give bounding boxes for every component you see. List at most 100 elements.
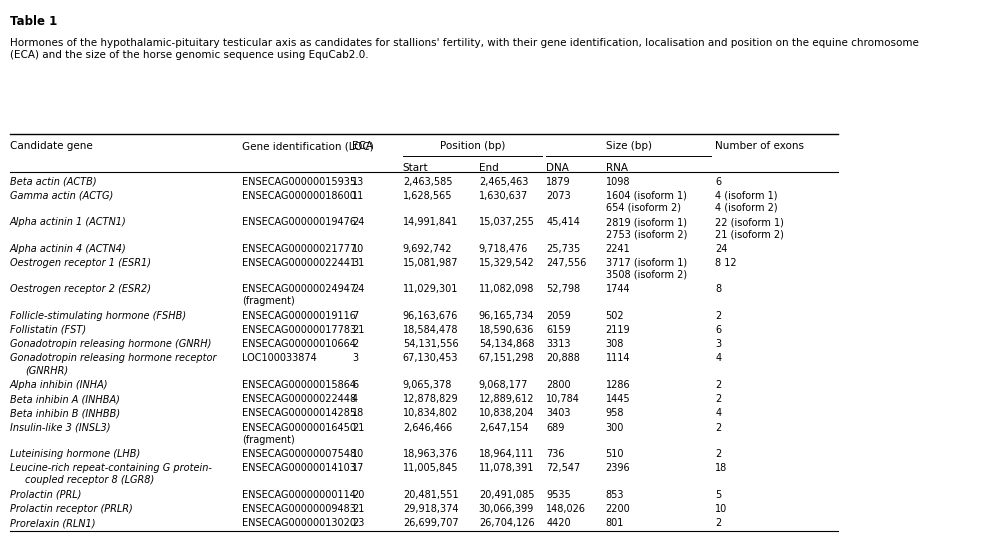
Text: 12,889,612: 12,889,612 [479, 394, 535, 404]
Text: 1286: 1286 [605, 380, 630, 390]
Text: 67,151,298: 67,151,298 [479, 353, 535, 363]
Text: Hormones of the hypothalamic-pituitary testicular axis as candidates for stallio: Hormones of the hypothalamic-pituitary t… [10, 38, 918, 60]
Text: 67,130,453: 67,130,453 [403, 353, 458, 363]
Text: 2200: 2200 [605, 504, 630, 514]
Text: 4: 4 [352, 394, 358, 404]
Text: 148,026: 148,026 [547, 504, 586, 514]
Text: ENSECAG00000010664: ENSECAG00000010664 [243, 339, 356, 349]
Text: 24: 24 [716, 243, 728, 253]
Text: 3508 (isoform 2): 3508 (isoform 2) [605, 270, 687, 280]
Text: 10,784: 10,784 [547, 394, 580, 404]
Text: 21: 21 [352, 325, 365, 335]
Text: ENSECAG00000007548: ENSECAG00000007548 [243, 449, 356, 459]
Text: 6: 6 [716, 325, 722, 335]
Text: Beta actin (ACTB): Beta actin (ACTB) [10, 177, 96, 187]
Text: 2073: 2073 [547, 191, 572, 201]
Text: 96,163,676: 96,163,676 [403, 311, 458, 321]
Text: 9,692,742: 9,692,742 [403, 243, 452, 253]
Text: 11,078,391: 11,078,391 [479, 463, 534, 473]
Text: 801: 801 [605, 518, 624, 528]
Text: 736: 736 [547, 449, 565, 459]
Text: Table 1: Table 1 [10, 15, 57, 28]
Text: (GNRHR): (GNRHR) [25, 365, 69, 375]
Text: 30,066,399: 30,066,399 [479, 504, 534, 514]
Text: 2: 2 [716, 518, 722, 528]
Text: ENSECAG00000019116: ENSECAG00000019116 [243, 311, 356, 321]
Text: 18: 18 [352, 408, 365, 418]
Text: ENSECAG00000000114: ENSECAG00000000114 [243, 490, 356, 500]
Text: 18: 18 [716, 463, 728, 473]
Text: 308: 308 [605, 339, 624, 349]
Text: ENSECAG00000019476: ENSECAG00000019476 [243, 217, 356, 227]
Text: 3: 3 [716, 339, 722, 349]
Text: Follistatin (FST): Follistatin (FST) [10, 325, 85, 335]
Text: Prorelaxin (RLN1): Prorelaxin (RLN1) [10, 518, 95, 528]
Text: 6159: 6159 [547, 325, 571, 335]
Text: 9,068,177: 9,068,177 [479, 380, 528, 390]
Text: 1,628,565: 1,628,565 [403, 191, 452, 201]
Text: Beta inhibin B (INHBB): Beta inhibin B (INHBB) [10, 408, 120, 418]
Text: 45,414: 45,414 [547, 217, 580, 227]
Text: 10: 10 [716, 504, 728, 514]
Text: 11: 11 [352, 191, 365, 201]
Text: 10: 10 [352, 243, 365, 253]
Text: coupled receptor 8 (LGR8): coupled receptor 8 (LGR8) [25, 475, 154, 485]
Text: 1879: 1879 [547, 177, 571, 187]
Text: 26,699,707: 26,699,707 [403, 518, 458, 528]
Text: ENSECAG00000015864: ENSECAG00000015864 [243, 380, 356, 390]
Text: 8: 8 [716, 284, 722, 294]
Text: RNA: RNA [605, 163, 627, 173]
Text: Oestrogen receptor 2 (ESR2): Oestrogen receptor 2 (ESR2) [10, 284, 151, 294]
Text: Alpha inhibin (INHA): Alpha inhibin (INHA) [10, 380, 108, 390]
Text: 17: 17 [352, 463, 365, 473]
Text: 2: 2 [716, 423, 722, 433]
Text: 31: 31 [352, 258, 365, 268]
Text: 2: 2 [352, 339, 358, 349]
Text: 54,134,868: 54,134,868 [479, 339, 534, 349]
Text: Prolactin receptor (PRLR): Prolactin receptor (PRLR) [10, 504, 132, 514]
Text: ENSECAG00000016450: ENSECAG00000016450 [243, 423, 356, 433]
Text: Gonadotropin releasing hormone (GNRH): Gonadotropin releasing hormone (GNRH) [10, 339, 211, 349]
Text: 1,630,637: 1,630,637 [479, 191, 528, 201]
Text: 5: 5 [716, 490, 722, 500]
Text: 3403: 3403 [547, 408, 571, 418]
Text: Alpha actinin 1 (ACTN1): Alpha actinin 1 (ACTN1) [10, 217, 126, 227]
Text: 26,704,126: 26,704,126 [479, 518, 535, 528]
Text: 10: 10 [352, 449, 365, 459]
Text: 3: 3 [352, 353, 358, 363]
Text: 9,718,476: 9,718,476 [479, 243, 528, 253]
Text: 502: 502 [605, 311, 624, 321]
Text: DNA: DNA [547, 163, 570, 173]
Text: 15,329,542: 15,329,542 [479, 258, 535, 268]
Text: 13: 13 [352, 177, 365, 187]
Text: ENSECAG00000024947: ENSECAG00000024947 [243, 284, 356, 294]
Text: Leucine-rich repeat-containing G protein-: Leucine-rich repeat-containing G protein… [10, 463, 212, 473]
Text: LOC100033874: LOC100033874 [243, 353, 317, 363]
Text: 10,834,802: 10,834,802 [403, 408, 458, 418]
Text: ENSECAG00000017783: ENSECAG00000017783 [243, 325, 356, 335]
Text: 2: 2 [716, 394, 722, 404]
Text: 2753 (isoform 2): 2753 (isoform 2) [605, 229, 687, 240]
Text: 2396: 2396 [605, 463, 630, 473]
Text: Gene identification (LOC): Gene identification (LOC) [243, 141, 374, 151]
Text: Oestrogen receptor 1 (ESR1): Oestrogen receptor 1 (ESR1) [10, 258, 151, 268]
Text: (fragment): (fragment) [243, 435, 295, 445]
Text: 4: 4 [716, 408, 722, 418]
Text: 6: 6 [352, 380, 358, 390]
Text: 689: 689 [547, 423, 565, 433]
Text: ENSECAG00000013020: ENSECAG00000013020 [243, 518, 356, 528]
Text: 21 (isoform 2): 21 (isoform 2) [716, 229, 784, 240]
Text: 2: 2 [716, 311, 722, 321]
Text: 853: 853 [605, 490, 624, 500]
Text: 3313: 3313 [547, 339, 571, 349]
Text: ENSECAG00000014103: ENSECAG00000014103 [243, 463, 356, 473]
Text: 11,005,845: 11,005,845 [403, 463, 458, 473]
Text: 3717 (isoform 1): 3717 (isoform 1) [605, 258, 687, 268]
Text: 96,165,734: 96,165,734 [479, 311, 535, 321]
Text: Alpha actinin 4 (ACTN4): Alpha actinin 4 (ACTN4) [10, 243, 126, 253]
Text: 72,547: 72,547 [547, 463, 580, 473]
Text: 54,131,556: 54,131,556 [403, 339, 458, 349]
Text: Size (bp): Size (bp) [605, 141, 652, 151]
Text: (fragment): (fragment) [243, 296, 295, 306]
Text: 2800: 2800 [547, 380, 571, 390]
